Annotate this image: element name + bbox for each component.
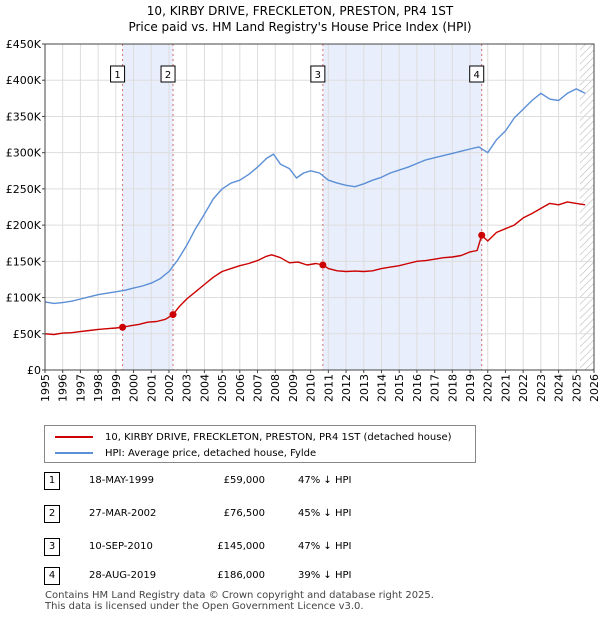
y-tick-label: £450K	[6, 38, 42, 51]
y-tick-label: £50K	[13, 328, 42, 341]
x-tick-label: 2006	[234, 374, 247, 402]
x-tick-label: 1995	[39, 374, 52, 402]
transaction-badge: 1	[44, 472, 60, 490]
price-paid-line	[44, 201, 586, 336]
chart-legend: 10, KIRBY DRIVE, FRECKLETON, PRESTON, PR…	[44, 425, 476, 463]
transaction-date: 10-SEP-2010	[89, 541, 153, 552]
footer-copyright: Contains HM Land Registry data © Crown c…	[45, 590, 434, 601]
transaction-price: £145,000	[217, 541, 265, 552]
sale-badge-box	[469, 65, 485, 83]
x-tick-label: 2002	[163, 374, 176, 402]
x-tick-label: 2004	[198, 374, 211, 402]
x-tick-label: 2000	[128, 374, 141, 402]
legend-price-label: 10, KIRBY DRIVE, FRECKLETON, PRESTON, PR…	[105, 431, 452, 443]
x-tick-label: 1997	[74, 374, 87, 402]
transaction-date: 18-MAY-1999	[89, 475, 155, 486]
sale-badge-label: 3	[315, 70, 321, 81]
legend-swatch-price	[55, 436, 93, 438]
sale-point	[478, 231, 486, 239]
chart-title-line2: Price paid vs. HM Land Registry's House …	[128, 20, 472, 34]
legend-swatch-hpi	[55, 452, 93, 454]
transaction-hpi-diff: 39% ↓ HPI	[298, 570, 352, 581]
sale-point	[169, 311, 177, 319]
transaction-hpi-diff: 45% ↓ HPI	[298, 508, 352, 519]
transaction-price: £59,000	[223, 475, 265, 486]
footer-licence: This data is licensed under the Open Gov…	[45, 601, 364, 612]
y-tick-label: £350K	[6, 110, 42, 123]
footer: Contains HM Land Registry data © Crown c…	[45, 590, 434, 612]
y-tick-label: £150K	[6, 255, 42, 268]
sale-badge-box	[110, 65, 126, 83]
table-row: 3 10-SEP-2010 £145,000 47% ↓ HPI	[44, 538, 464, 558]
x-tick-label: 2014	[375, 374, 388, 402]
price-chart: 1 2 3 4 £0 £50K £100K £150K £200K £250K £300K £350…	[6, 38, 600, 402]
x-tick-label: 2001	[145, 374, 158, 402]
sale-badge-label: 4	[474, 70, 480, 81]
x-tick-label: 2016	[411, 374, 424, 402]
x-tick-label: 1996	[57, 374, 70, 402]
sale-badge-label: 2	[165, 70, 171, 81]
sale-point	[319, 261, 327, 269]
forecast-hatch	[579, 44, 594, 370]
sale-badge-box	[310, 65, 326, 83]
x-tick-label: 2003	[181, 374, 194, 402]
transaction-badge: 4	[44, 567, 60, 585]
hpi-line	[44, 88, 586, 305]
transaction-hpi-diff: 47% ↓ HPI	[298, 541, 352, 552]
x-tick-label: 2018	[446, 374, 459, 402]
y-tick-label: £400K	[6, 74, 42, 87]
x-tick-label: 1999	[110, 374, 123, 402]
x-tick-label: 2007	[252, 374, 265, 402]
y-tick-label: £200K	[6, 219, 42, 232]
x-tick-label: 2009	[287, 374, 300, 402]
x-tick-label: 2013	[358, 374, 371, 402]
transaction-price: £186,000	[217, 570, 265, 581]
transaction-price: £76,500	[223, 508, 265, 519]
legend-entry-price: 10, KIRBY DRIVE, FRECKLETON, PRESTON, PR…	[55, 430, 452, 444]
sale-badge-label: 1	[114, 70, 120, 81]
transaction-date: 27-MAR-2002	[89, 508, 157, 519]
transaction-date: 28-AUG-2019	[89, 570, 157, 581]
x-tick-label: 2024	[553, 374, 566, 402]
ownership-shade	[322, 44, 482, 370]
chart-title-line1: 10, KIRBY DRIVE, FRECKLETON, PRESTON, PR…	[146, 4, 454, 18]
y-tick-label: £100K	[6, 292, 42, 305]
y-tick-label: £300K	[6, 147, 42, 160]
x-tick-label: 2005	[216, 374, 229, 402]
x-tick-label: 2012	[340, 374, 353, 402]
sale-point	[119, 323, 127, 331]
ownership-shade	[122, 44, 174, 370]
legend-entry-hpi: HPI: Average price, detached house, Fyld…	[55, 446, 316, 460]
x-tick-label: 1998	[92, 374, 105, 402]
sale-badge-box	[160, 65, 176, 83]
x-tick-label: 2026	[588, 374, 600, 402]
table-row: 4 28-AUG-2019 £186,000 39% ↓ HPI	[44, 567, 464, 587]
plot-border	[44, 43, 595, 371]
table-row: 2 27-MAR-2002 £76,500 45% ↓ HPI	[44, 505, 464, 525]
x-tick-label: 2019	[464, 374, 477, 402]
x-tick-label: 2011	[322, 374, 335, 402]
x-tick-label: 2020	[482, 374, 495, 402]
x-tick-label: 2021	[499, 374, 512, 402]
table-row: 1 18-MAY-1999 £59,000 47% ↓ HPI	[44, 472, 464, 492]
x-tick-label: 2022	[517, 374, 530, 402]
x-tick-label: 2017	[429, 374, 442, 402]
x-tick-label: 2008	[269, 374, 282, 402]
transaction-badge: 2	[44, 505, 60, 523]
transaction-badge: 3	[44, 538, 60, 556]
x-tick-label: 2023	[535, 374, 548, 402]
x-tick-label: 2025	[570, 374, 583, 402]
y-tick-label: £250K	[6, 183, 42, 196]
transaction-hpi-diff: 47% ↓ HPI	[298, 475, 352, 486]
x-tick-label: 2010	[305, 374, 318, 402]
legend-hpi-label: HPI: Average price, detached house, Fyld…	[105, 447, 317, 459]
x-tick-label: 2015	[393, 374, 406, 402]
y-tick-label: £0	[27, 364, 41, 377]
